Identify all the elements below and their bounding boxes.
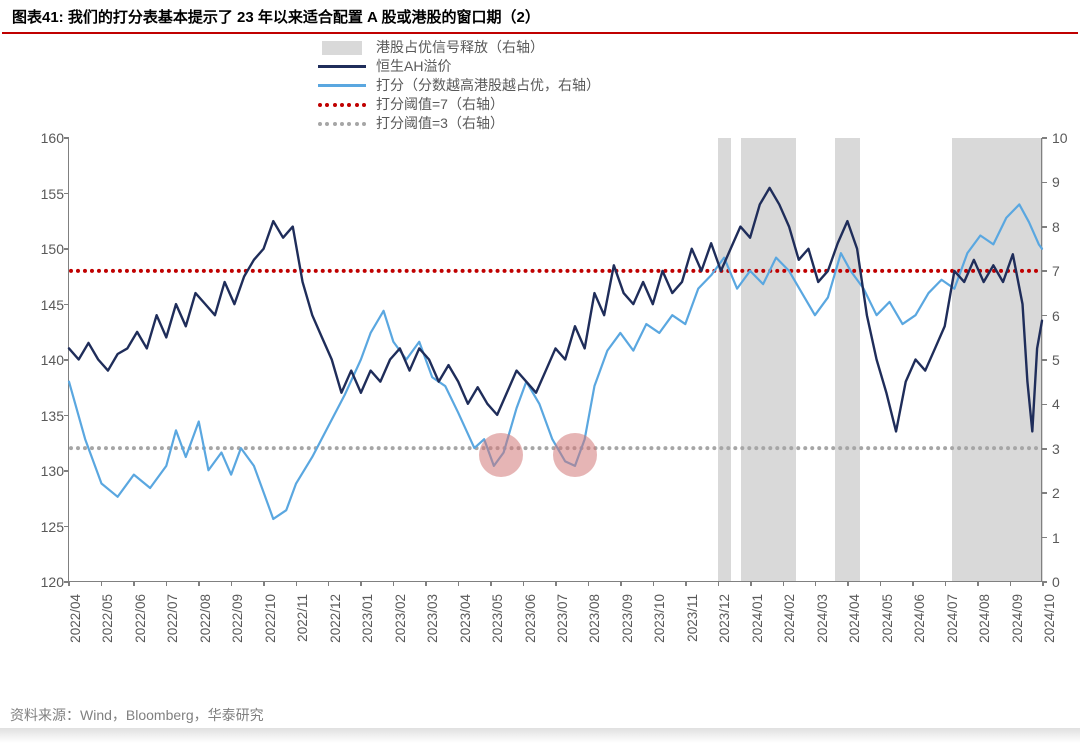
legend-label: 恒生AH溢价 — [376, 57, 451, 76]
y-right-tick-label: 9 — [1052, 174, 1060, 190]
x-tick-label: 2023/09 — [620, 594, 635, 643]
y-right-tick-label: 1 — [1052, 530, 1060, 546]
y-right-tick-label: 8 — [1052, 219, 1060, 235]
y-left-tick-label: 140 — [41, 352, 64, 368]
y-right-tick-label: 3 — [1052, 441, 1060, 457]
highlight-circle — [553, 433, 597, 477]
bottom-shadow — [0, 728, 1080, 743]
legend-item-blue: 打分（分数越高港股越占优，右轴） — [318, 76, 600, 95]
x-tick-label: 2022/09 — [230, 594, 245, 643]
x-tick-label: 2023/02 — [393, 594, 408, 643]
legend-label: 打分阈值=3（右轴） — [376, 114, 504, 133]
legend-item-grey-dots: 打分阈值=3（右轴） — [318, 114, 600, 133]
x-tick-label: 2023/05 — [490, 594, 505, 643]
legend-label: 打分阈值=7（右轴） — [376, 95, 504, 114]
title-rule — [2, 32, 1078, 34]
x-tick-label: 2024/01 — [750, 594, 765, 643]
plot-area — [68, 138, 1042, 582]
x-tick-label: 2023/10 — [652, 594, 667, 643]
x-tick-label: 2024/09 — [1010, 594, 1025, 643]
x-tick-label: 2023/07 — [555, 594, 570, 643]
x-tick-label: 2022/12 — [328, 594, 343, 643]
y-left-tick-label: 155 — [41, 186, 64, 202]
x-tick-label: 2023/12 — [717, 594, 732, 643]
x-tick-label: 2022/10 — [263, 594, 278, 643]
y-axis-right-labels: 012345678910 — [1046, 138, 1076, 582]
y-right-tick-label: 6 — [1052, 308, 1060, 324]
x-axis-labels: 2022/04 2022/05 2022/06 2022/07 2022/08 2022/… — [68, 586, 1042, 696]
x-tick-label: 2024/06 — [912, 594, 927, 643]
x-tick-label: 2022/11 — [295, 594, 310, 642]
x-tick-label: 2023/11 — [685, 594, 700, 642]
x-tick-label: 2022/04 — [68, 594, 83, 643]
legend-label: 打分（分数越高港股越占优，右轴） — [376, 76, 600, 95]
figure-container: 图表41: 我们的打分表基本提示了 23 年以来适合配置 A 股或港股的窗口期（… — [0, 0, 1080, 743]
y-right-tick-label: 7 — [1052, 263, 1060, 279]
x-tick-label: 2022/07 — [165, 594, 180, 643]
legend: 港股占优信号释放（右轴） 恒生AH溢价 打分（分数越高港股越占优，右轴） 打分阈… — [318, 38, 600, 133]
y-right-tick-label: 10 — [1052, 130, 1068, 146]
y-left-tick-label: 145 — [41, 297, 64, 313]
x-tick-label: 2022/06 — [133, 594, 148, 643]
x-tick-label: 2024/07 — [945, 594, 960, 643]
y-left-tick-label: 160 — [41, 130, 64, 146]
navy-swatch — [318, 65, 366, 68]
x-tick-label: 2023/03 — [425, 594, 440, 643]
x-tick-label: 2024/03 — [815, 594, 830, 643]
highlight-circle — [479, 433, 523, 477]
x-tick-label: 2023/08 — [587, 594, 602, 643]
y-left-tick-label: 150 — [41, 241, 64, 257]
y-left-tick-label: 130 — [41, 463, 64, 479]
chart-svg — [69, 138, 1042, 581]
x-tick-label: 2023/04 — [458, 594, 473, 643]
figure-title: 图表41: 我们的打分表基本提示了 23 年以来适合配置 A 股或港股的窗口期（… — [0, 0, 1080, 32]
y-left-tick-label: 135 — [41, 408, 64, 424]
y-right-tick-label: 0 — [1052, 574, 1060, 590]
x-tick-label: 2024/02 — [782, 594, 797, 643]
y-right-tick-label: 2 — [1052, 485, 1060, 501]
legend-item-band: 港股占优信号释放（右轴） — [318, 38, 600, 57]
legend-item-navy: 恒生AH溢价 — [318, 57, 600, 76]
band-swatch — [322, 41, 362, 55]
x-tick-label: 2024/08 — [977, 594, 992, 643]
y-right-tick-label: 4 — [1052, 396, 1060, 412]
x-tick-label: 2022/08 — [198, 594, 213, 643]
x-tick-label: 2024/05 — [880, 594, 895, 643]
source-text: 资料来源：Wind，Bloomberg，华泰研究 — [10, 705, 264, 725]
y-right-tick-label: 5 — [1052, 352, 1060, 368]
y-left-tick-label: 125 — [41, 519, 64, 535]
legend-label: 港股占优信号释放（右轴） — [376, 38, 544, 57]
x-tick-label: 2023/01 — [360, 594, 375, 643]
blue-swatch — [318, 84, 366, 87]
y-left-tick-label: 120 — [41, 574, 64, 590]
x-tick-label: 2024/10 — [1042, 594, 1057, 643]
x-tick-label: 2022/05 — [100, 594, 115, 643]
legend-item-red-dots: 打分阈值=7（右轴） — [318, 95, 600, 114]
y-axis-left-labels: 120125130135140145150155160 — [28, 138, 64, 582]
x-tick-label: 2024/04 — [847, 594, 862, 643]
x-tick-label: 2023/06 — [523, 594, 538, 643]
